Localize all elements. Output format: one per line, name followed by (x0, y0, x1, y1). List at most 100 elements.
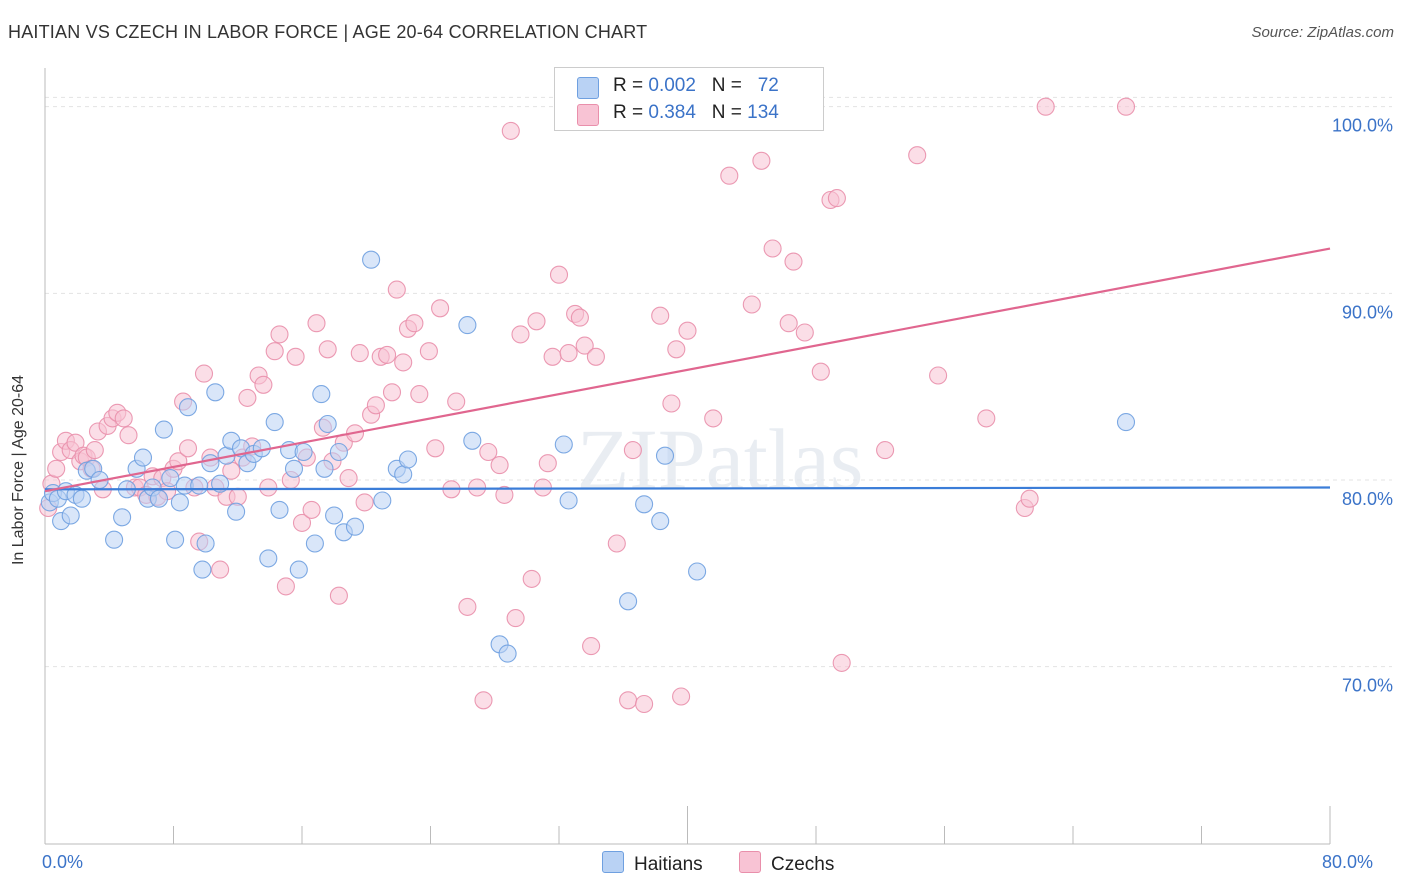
legend-item-haitians[interactable]: Haitians (602, 851, 703, 876)
czech-point (47, 459, 66, 478)
czech-point (720, 166, 739, 185)
czech-point (350, 344, 369, 363)
czech-point (292, 513, 312, 532)
stats-legend: R = 0.002 N = 72 R = 0.384 N = 134 (554, 67, 824, 131)
haitian-point (373, 491, 392, 510)
czech-point (506, 609, 525, 628)
czech-point (468, 478, 487, 497)
haitian-point (196, 534, 215, 553)
haitian-point (635, 495, 654, 514)
czech-point (559, 344, 578, 363)
czech-point (447, 392, 466, 411)
haitian-point (559, 491, 578, 510)
y-tick-label: 90.0% (1342, 302, 1393, 322)
haitian-point (193, 560, 212, 579)
chart-title: HAITIAN VS CZECH IN LABOR FORCE | AGE 20… (8, 22, 648, 42)
czech-point (426, 439, 445, 458)
czech-point (114, 409, 133, 428)
haitian-point (289, 560, 308, 579)
czech-point (276, 577, 295, 596)
czech-point (307, 314, 326, 333)
haitian-point (166, 530, 185, 549)
haitians-swatch (577, 77, 599, 99)
haitian-point (72, 489, 91, 508)
czech-point (784, 252, 803, 271)
czech-point (1036, 97, 1055, 116)
legend-r-value: 0.384 (648, 102, 696, 123)
czech-point (779, 314, 798, 333)
legend-r-label: R = (613, 75, 644, 96)
czech-point (527, 312, 546, 331)
czech-point (832, 653, 851, 672)
czech-point (795, 323, 814, 342)
haitian-point (161, 469, 180, 488)
czech-point (549, 265, 569, 284)
legend-item-czechs[interactable]: Czechs (739, 851, 834, 876)
haitian-point (345, 517, 365, 536)
haitian-point (227, 502, 246, 521)
haitian-point (362, 250, 381, 269)
haitian-point (655, 446, 675, 465)
czech-point (704, 409, 723, 428)
czech-point (635, 694, 654, 714)
czech-point (495, 485, 514, 504)
czech-point (522, 569, 541, 588)
czech-point (329, 586, 348, 605)
czech-point (538, 454, 557, 473)
haitian-point (211, 474, 230, 493)
haitian-point (458, 316, 477, 335)
czech-point (827, 189, 846, 208)
y-tick-label: 100.0% (1332, 116, 1393, 136)
czech-point (339, 469, 358, 488)
czech-point (394, 353, 413, 372)
legend-n-value: 134 (747, 102, 779, 123)
haitian-point (688, 562, 707, 581)
czech-point (570, 308, 589, 327)
haitian-point (318, 414, 337, 434)
haitian-point (294, 442, 313, 462)
haitian-point (398, 450, 418, 469)
czech-point (623, 441, 642, 460)
haitian-point (170, 493, 189, 512)
haitian-point (259, 549, 278, 568)
czech-point (543, 347, 562, 366)
czech-point (265, 342, 284, 361)
czech-point (1116, 97, 1136, 116)
czech-point (378, 345, 397, 364)
czech-point (667, 340, 686, 359)
czech-point (419, 342, 438, 361)
czech-point (270, 325, 289, 344)
haitian-point (190, 476, 209, 495)
czech-point (501, 121, 520, 140)
czech-point (929, 366, 948, 385)
czech-point (318, 340, 337, 359)
watermark: ZIPatlas (577, 411, 864, 507)
haitian-point (312, 385, 331, 404)
y-tick-labels: 70.0% 80.0% 90.0% 100.0% (1332, 116, 1393, 696)
czech-point (582, 637, 601, 656)
czechs-legend-swatch (739, 851, 761, 873)
czech-point (355, 493, 374, 512)
czech-point (238, 388, 257, 407)
y-tick-label: 80.0% (1342, 489, 1393, 509)
czech-point (387, 280, 406, 299)
czech-point (490, 456, 509, 475)
haitians-legend-swatch (602, 851, 624, 873)
czechs-points (39, 97, 1136, 714)
czechs-legend-label: Czechs (771, 854, 835, 875)
czech-point (479, 442, 498, 462)
haitian-point (265, 413, 284, 432)
haitian-point (133, 448, 153, 467)
gridlines (45, 96, 1392, 668)
legend-r-label: R = (613, 102, 644, 123)
haitian-point (284, 459, 304, 478)
haitian-point (329, 442, 348, 462)
czech-point (458, 597, 477, 616)
haitian-point (154, 420, 173, 439)
czech-point (672, 687, 691, 706)
czechs-swatch (577, 104, 599, 126)
legend-r-value: 0.002 (648, 75, 696, 96)
haitian-point (270, 500, 289, 519)
czech-point (405, 314, 424, 333)
haitian-point (498, 644, 517, 663)
